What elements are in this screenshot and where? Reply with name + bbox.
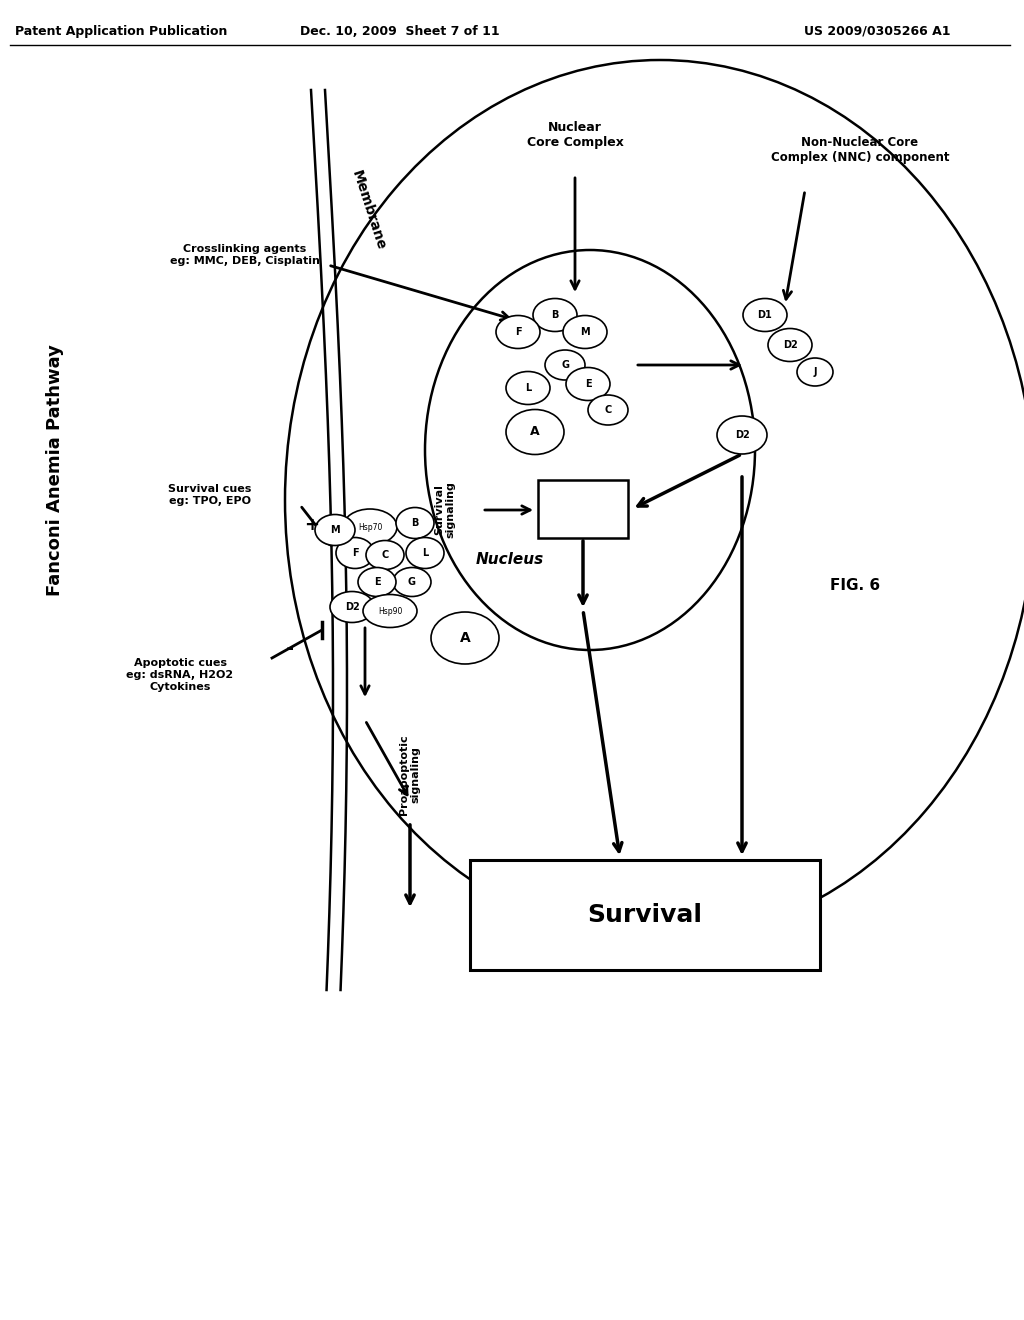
Ellipse shape — [285, 59, 1024, 940]
Ellipse shape — [406, 537, 444, 569]
Text: Hsp70: Hsp70 — [357, 523, 382, 532]
Text: E: E — [374, 577, 380, 587]
Ellipse shape — [506, 371, 550, 404]
Text: Membrane: Membrane — [348, 168, 387, 252]
Ellipse shape — [330, 591, 374, 623]
Text: G: G — [561, 360, 569, 370]
Ellipse shape — [396, 507, 434, 539]
Text: Nuclear
Core Complex: Nuclear Core Complex — [526, 121, 624, 149]
Text: A: A — [530, 425, 540, 438]
Text: L: L — [525, 383, 531, 393]
Text: Hsp90: Hsp90 — [378, 606, 402, 615]
Text: F: F — [515, 327, 521, 337]
Ellipse shape — [496, 315, 540, 348]
Ellipse shape — [588, 395, 628, 425]
Ellipse shape — [393, 568, 431, 597]
Text: B: B — [412, 517, 419, 528]
Text: FIG. 6: FIG. 6 — [829, 578, 880, 593]
Text: B: B — [551, 310, 559, 319]
Text: Proapoptotic
signaling: Proapoptotic signaling — [399, 735, 421, 816]
Text: C: C — [604, 405, 611, 414]
Bar — [470, 861, 820, 970]
Ellipse shape — [566, 367, 610, 400]
Text: +: + — [304, 516, 319, 535]
Text: Fanconi Anemia Pathway: Fanconi Anemia Pathway — [46, 345, 65, 595]
Text: US 2009/0305266 A1: US 2009/0305266 A1 — [804, 25, 950, 38]
Text: M: M — [581, 327, 590, 337]
Text: Dec. 10, 2009  Sheet 7 of 11: Dec. 10, 2009 Sheet 7 of 11 — [300, 25, 500, 38]
Text: Crosslinking agents
eg: MMC, DEB, Cisplatin: Crosslinking agents eg: MMC, DEB, Cispla… — [170, 244, 319, 265]
Text: D2: D2 — [734, 430, 750, 440]
Text: J: J — [813, 367, 817, 378]
Ellipse shape — [563, 315, 607, 348]
Text: D1: D1 — [758, 310, 772, 319]
Text: D2: D2 — [345, 602, 359, 612]
Ellipse shape — [768, 329, 812, 362]
Text: G: G — [408, 577, 416, 587]
Text: L: L — [422, 548, 428, 558]
Ellipse shape — [425, 249, 755, 649]
Ellipse shape — [797, 358, 833, 385]
Text: -: - — [286, 639, 294, 657]
Text: Nucleus: Nucleus — [476, 553, 544, 568]
Text: F: F — [351, 548, 358, 558]
Ellipse shape — [545, 350, 585, 380]
Text: Non-Nuclear Core
Complex (NNC) component: Non-Nuclear Core Complex (NNC) component — [771, 136, 949, 164]
Ellipse shape — [336, 537, 374, 569]
Ellipse shape — [506, 409, 564, 454]
Ellipse shape — [315, 515, 355, 545]
Ellipse shape — [431, 612, 499, 664]
Text: C: C — [381, 550, 389, 560]
Text: Apoptotic cues
eg: dsRNA, H2O2
Cytokines: Apoptotic cues eg: dsRNA, H2O2 Cytokines — [126, 659, 233, 692]
Bar — [538, 480, 628, 539]
Ellipse shape — [717, 416, 767, 454]
Text: Patent Application Publication: Patent Application Publication — [15, 25, 227, 38]
Text: E: E — [585, 379, 591, 389]
Ellipse shape — [362, 594, 417, 627]
Text: M: M — [330, 525, 340, 535]
Text: Survival: Survival — [588, 903, 702, 927]
Ellipse shape — [366, 540, 404, 569]
Ellipse shape — [534, 298, 577, 331]
Text: D2: D2 — [782, 341, 798, 350]
Ellipse shape — [743, 298, 787, 331]
Text: Survival cues
eg: TPO, EPO: Survival cues eg: TPO, EPO — [168, 484, 252, 506]
Ellipse shape — [358, 568, 396, 597]
Text: Survival
signaling: Survival signaling — [434, 482, 456, 539]
Text: A: A — [460, 631, 470, 645]
Ellipse shape — [343, 510, 397, 545]
